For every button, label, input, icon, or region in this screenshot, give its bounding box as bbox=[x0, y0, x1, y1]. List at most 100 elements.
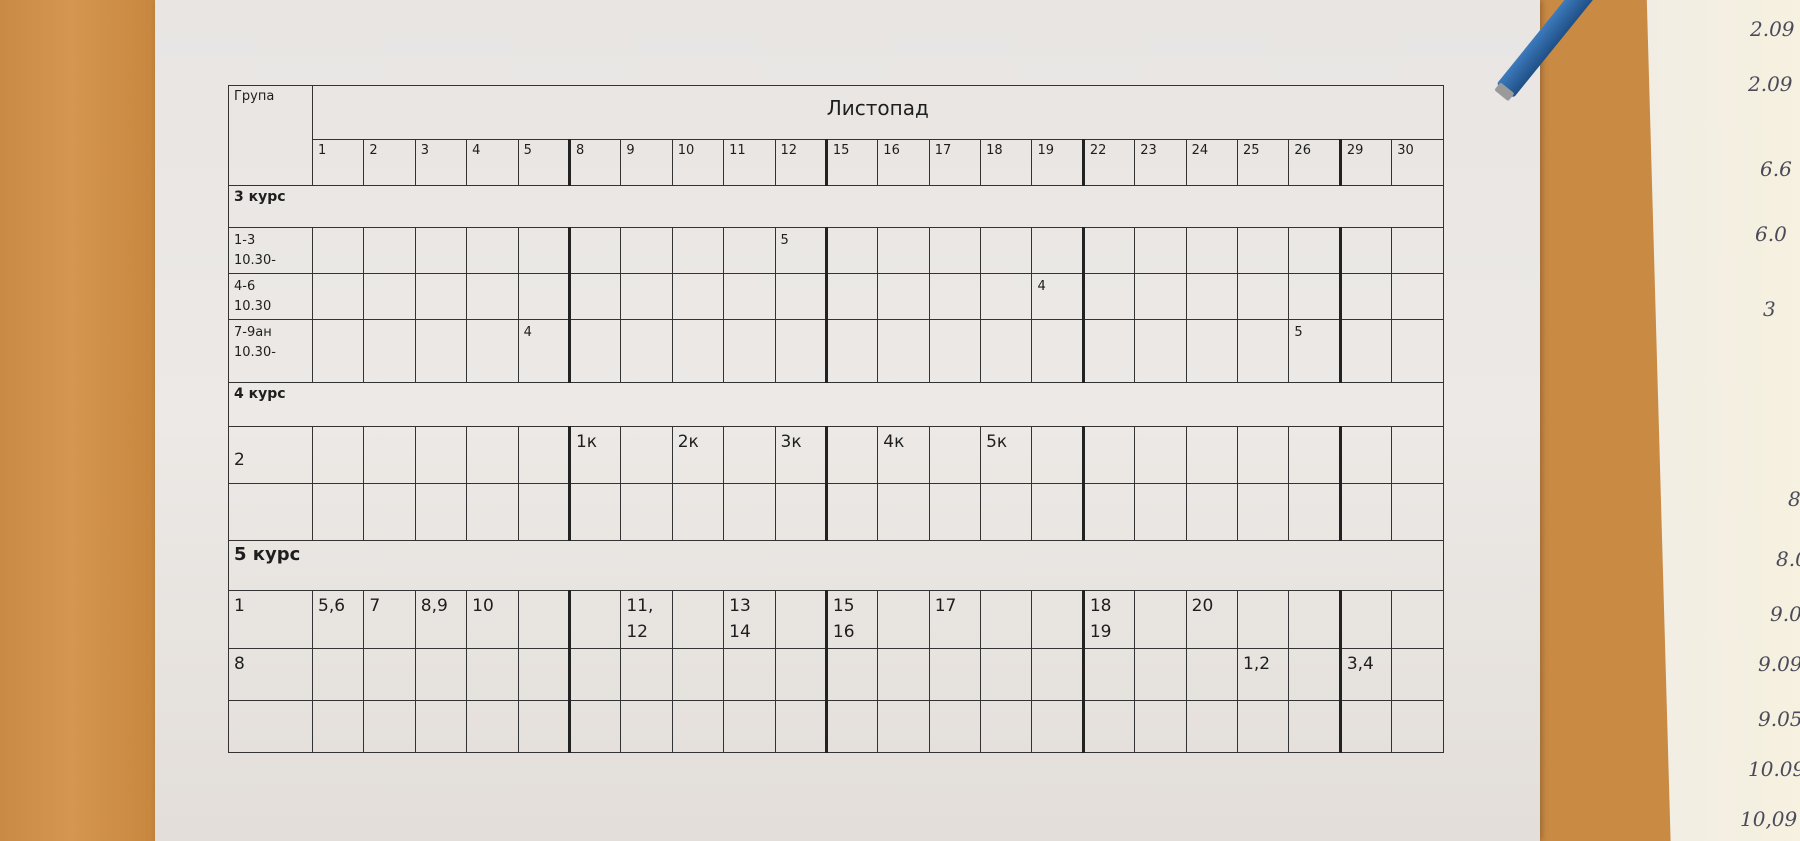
table-row bbox=[228, 700, 1444, 753]
day-header: 5 bbox=[517, 139, 570, 186]
day-cell: 15 16 bbox=[824, 590, 879, 649]
handwritten-note: 2.09 bbox=[1750, 17, 1795, 41]
day-cell bbox=[1185, 319, 1239, 383]
day-cell bbox=[1134, 483, 1187, 541]
day-cell: 3,4 bbox=[1338, 648, 1393, 701]
day-cell bbox=[1338, 227, 1393, 274]
day-cell bbox=[414, 426, 468, 484]
day-cell bbox=[980, 648, 1033, 701]
handwritten-note: 9.09 bbox=[1758, 652, 1800, 676]
day-cell bbox=[980, 590, 1033, 649]
day-cell bbox=[363, 483, 416, 541]
day-cell bbox=[414, 648, 468, 701]
day-cell bbox=[1288, 700, 1341, 753]
day-cell bbox=[567, 700, 622, 753]
day-cell bbox=[928, 648, 982, 701]
day-cell bbox=[928, 426, 982, 484]
day-cell bbox=[980, 319, 1033, 383]
day-cell bbox=[671, 319, 725, 383]
day-cell bbox=[671, 700, 725, 753]
day-cell bbox=[774, 648, 827, 701]
handwritten-note: 8.0 bbox=[1776, 547, 1800, 571]
day-header: 16 bbox=[877, 139, 930, 186]
day-cell bbox=[517, 483, 570, 541]
day-cell bbox=[311, 273, 365, 320]
day-cell bbox=[1237, 590, 1290, 649]
day-cell bbox=[466, 483, 519, 541]
day-cell bbox=[1237, 319, 1290, 383]
day-cell bbox=[877, 273, 930, 320]
day-cell bbox=[567, 590, 622, 649]
day-header: 3 bbox=[414, 139, 468, 186]
day-cell bbox=[980, 273, 1033, 320]
group-cell: 1-3 10.30- bbox=[228, 227, 313, 274]
day-cell bbox=[517, 426, 570, 484]
day-cell bbox=[1134, 590, 1187, 649]
day-header: 19 bbox=[1031, 139, 1084, 186]
day-header: 8 bbox=[567, 139, 622, 186]
day-cell bbox=[1081, 483, 1136, 541]
day-cell bbox=[1391, 227, 1444, 274]
day-cell bbox=[363, 227, 416, 274]
group-cell: 1 bbox=[228, 590, 313, 649]
group-cell: 4-6 10.30 bbox=[228, 273, 313, 320]
day-cell: 5 bbox=[1288, 319, 1341, 383]
day-cell bbox=[928, 319, 982, 383]
day-cell bbox=[1031, 319, 1084, 383]
day-cell bbox=[1185, 483, 1239, 541]
day-cell bbox=[517, 273, 570, 320]
day-cell bbox=[414, 700, 468, 753]
handwritten-note: 6.6 bbox=[1760, 157, 1792, 181]
day-cell bbox=[414, 273, 468, 320]
group-header: Група bbox=[228, 85, 313, 186]
day-cell bbox=[980, 227, 1033, 274]
day-header: 12 bbox=[774, 139, 827, 186]
day-cell bbox=[311, 426, 365, 484]
day-cell: 4к bbox=[877, 426, 930, 484]
day-cell: 5,6 bbox=[311, 590, 365, 649]
handwritten-note: 8 bbox=[1788, 487, 1800, 511]
day-cell bbox=[363, 273, 416, 320]
day-cell bbox=[1237, 700, 1290, 753]
section-title: 5 курс bbox=[228, 540, 1444, 591]
day-cell bbox=[1288, 648, 1341, 701]
day-cell bbox=[466, 319, 519, 383]
day-cell bbox=[1081, 273, 1136, 320]
day-cell bbox=[620, 319, 673, 383]
day-cell bbox=[1031, 483, 1084, 541]
day-cell bbox=[1185, 426, 1239, 484]
day-cell: 5к bbox=[980, 426, 1033, 484]
day-cell bbox=[620, 483, 673, 541]
day-cell bbox=[1391, 483, 1444, 541]
day-cell bbox=[567, 483, 622, 541]
day-cell: 4 bbox=[517, 319, 570, 383]
day-header: 30 bbox=[1391, 139, 1444, 186]
day-header: 22 bbox=[1081, 139, 1136, 186]
day-cell bbox=[1031, 426, 1084, 484]
table-row: 1 5,6 7 8,9 10 11, 12 13 14 15 16 17 18 19 20 bbox=[228, 590, 1444, 649]
section-title: 3 курс bbox=[228, 185, 1444, 228]
day-cell bbox=[824, 426, 879, 484]
day-cell bbox=[567, 319, 622, 383]
day-cell: 10 bbox=[466, 590, 519, 649]
day-cell bbox=[877, 700, 930, 753]
day-cell bbox=[723, 426, 776, 484]
day-cell bbox=[928, 273, 982, 320]
day-cell bbox=[517, 700, 570, 753]
day-header: 29 bbox=[1338, 139, 1393, 186]
day-cell: 1,2 bbox=[1237, 648, 1290, 701]
day-cell bbox=[1391, 426, 1444, 484]
day-cell bbox=[824, 273, 879, 320]
day-cell bbox=[311, 319, 365, 383]
day-cell bbox=[1185, 648, 1239, 701]
day-cell bbox=[1338, 426, 1393, 484]
day-cell bbox=[1237, 426, 1290, 484]
day-cell bbox=[1081, 426, 1136, 484]
day-cell bbox=[928, 227, 982, 274]
day-cell bbox=[1081, 700, 1136, 753]
day-cell bbox=[1031, 648, 1084, 701]
day-cell bbox=[414, 483, 468, 541]
day-cell bbox=[363, 426, 416, 484]
handwritten-note: 9.09 bbox=[1770, 602, 1800, 626]
handwritten-note: 10.09 bbox=[1748, 757, 1800, 781]
